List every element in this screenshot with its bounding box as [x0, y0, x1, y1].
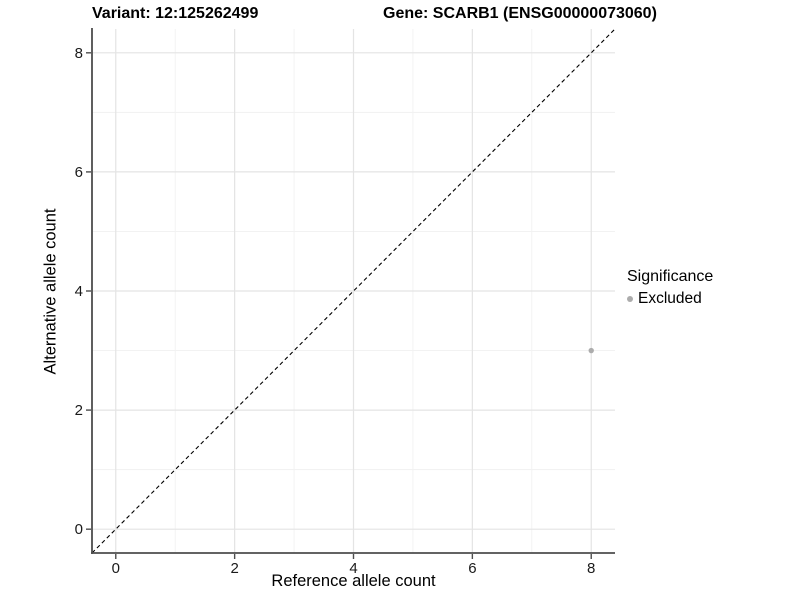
x-tick-label: 0 [112, 560, 120, 577]
legend-entry-label: Excluded [638, 290, 702, 307]
x-tick-label: 8 [587, 560, 595, 577]
y-axis-title: Alternative allele count [41, 208, 60, 375]
legend-point-swatch [627, 296, 633, 302]
plot-title-variant: Variant: 12:125262499 [92, 5, 259, 22]
y-tick-label: 2 [75, 402, 83, 419]
plot-title-gene: Gene: SCARB1 (ENSG00000073060) [383, 5, 657, 22]
x-tick-label: 6 [468, 560, 476, 577]
y-tick-label: 6 [75, 164, 83, 181]
data-point [588, 347, 594, 354]
x-tick-label: 2 [230, 560, 238, 577]
legend: Significance Excluded [627, 268, 713, 308]
legend-entry-excluded: Excluded [627, 290, 713, 308]
y-tick-label: 0 [75, 521, 83, 538]
x-axis-title: Reference allele count [271, 572, 436, 590]
x-tick-label: 4 [349, 560, 357, 577]
identity-reference-line [91, 28, 616, 554]
y-tick-label: 8 [75, 45, 83, 62]
y-tick-label: 4 [75, 283, 83, 300]
legend-title: Significance [627, 268, 714, 285]
